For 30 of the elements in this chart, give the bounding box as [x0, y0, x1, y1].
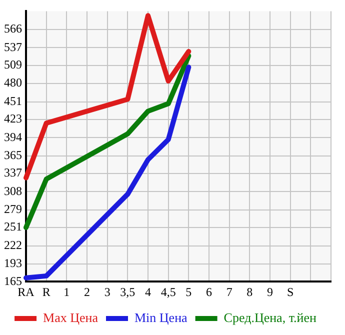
x-tick-label: 9 — [267, 284, 273, 299]
y-tick-label: 308 — [4, 184, 22, 198]
x-tick-label: 1 — [64, 284, 70, 299]
x-tick-label: 5 — [186, 284, 192, 299]
y-tick-label: 251 — [4, 220, 22, 234]
x-tick-label: 8 — [246, 284, 253, 299]
y-tick-label: 193 — [4, 256, 22, 270]
x-tick-label: 4 — [145, 284, 151, 299]
y-tick-label: 509 — [4, 57, 22, 72]
x-tick-label: 3,5 — [120, 284, 136, 299]
y-tick-label: 222 — [4, 238, 22, 252]
y-tick-label: 537 — [4, 40, 22, 54]
y-tick-label: 279 — [4, 202, 22, 216]
x-tick-label: 7 — [226, 284, 232, 299]
x-tick-label: 2 — [84, 284, 90, 299]
y-tick-label: 337 — [4, 166, 22, 180]
x-tick-label: 4,5 — [160, 284, 176, 299]
y-tick-label: 451 — [4, 94, 22, 108]
legend-label: Max Цена — [43, 310, 98, 325]
x-tick-label: 6 — [206, 284, 212, 299]
legend-label: Сред.Цена, т.йен — [224, 310, 317, 325]
y-tick-label: 394 — [4, 130, 22, 144]
y-tick-label: 365 — [4, 148, 22, 162]
x-tick-label: S — [286, 284, 294, 299]
y-tick-label: 566 — [4, 22, 22, 36]
x-tick-label: R — [42, 284, 50, 299]
y-tick-label: 480 — [4, 76, 22, 90]
x-tick-label: 3 — [104, 284, 110, 299]
legend-label: Min Цена — [134, 310, 188, 325]
y-tick-label: 423 — [4, 112, 22, 126]
